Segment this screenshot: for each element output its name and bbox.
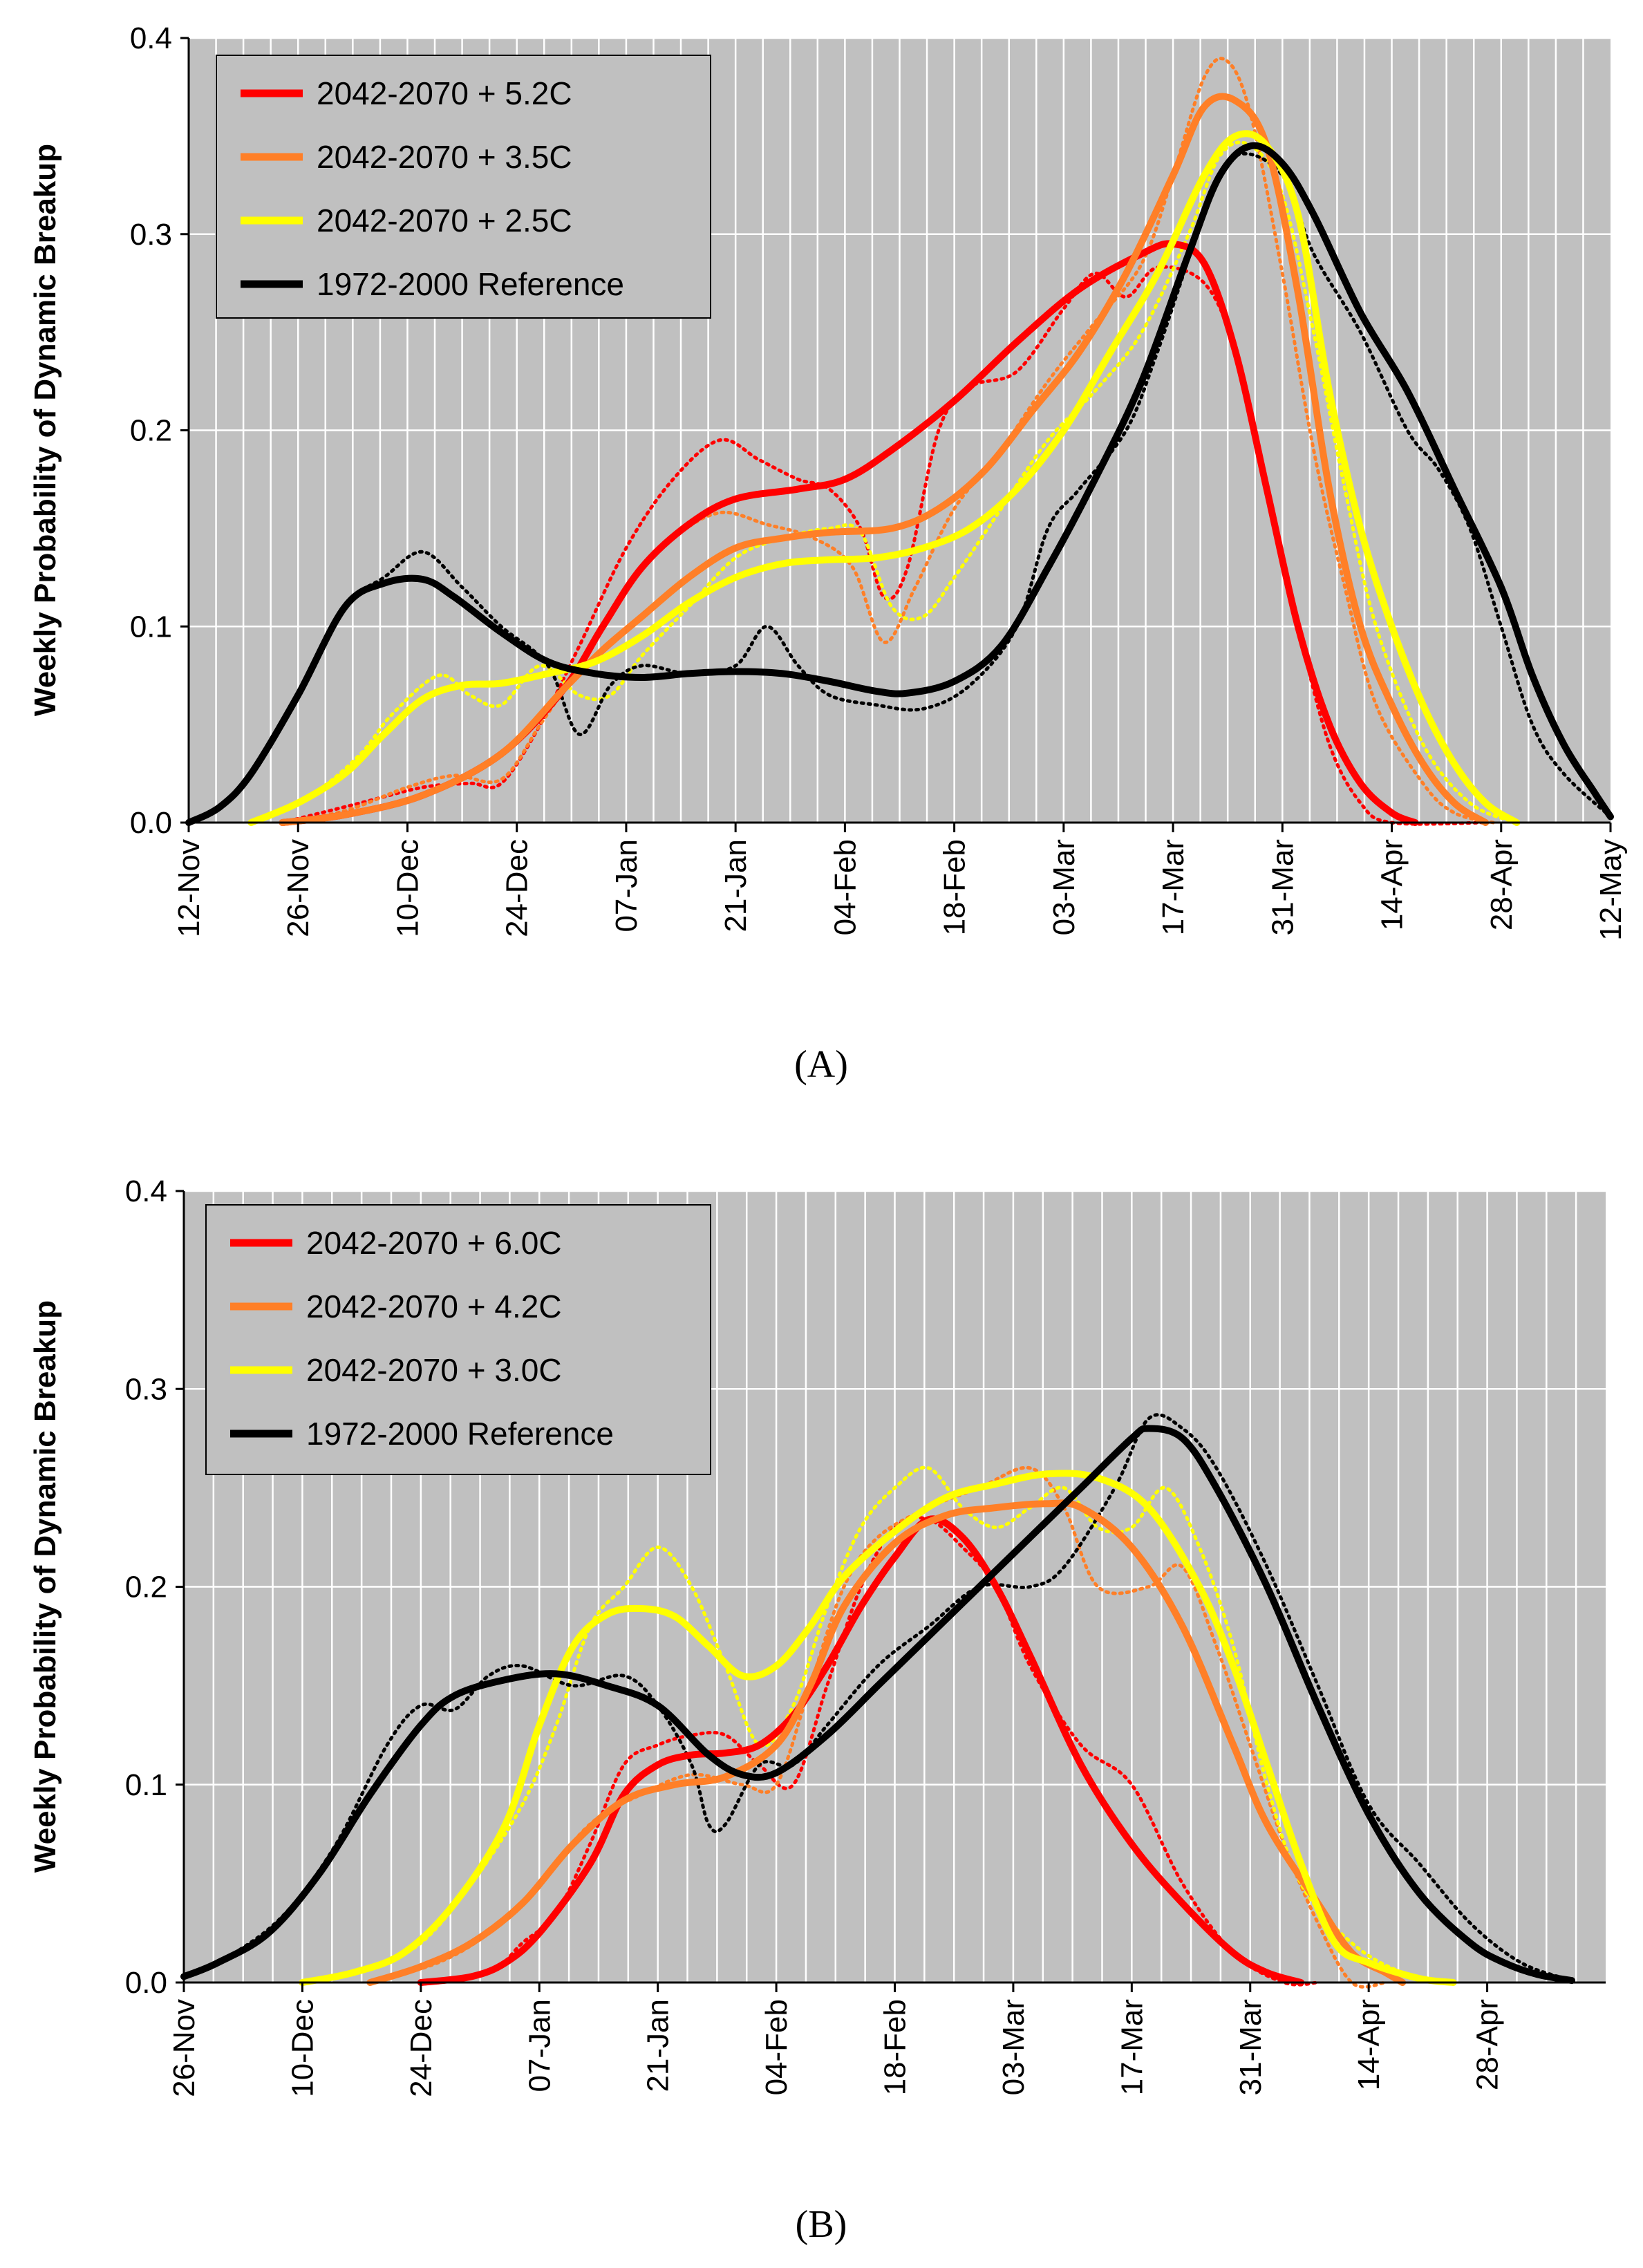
x-tick-label: 04-Feb — [760, 1999, 794, 2095]
y-axis-label: Weekly Probability of Dynamic Breakup — [28, 144, 62, 716]
y-tick-label: 0.0 — [130, 806, 172, 840]
x-tick-label: 12-May — [1594, 839, 1628, 941]
x-tick-label: 03-Mar — [1047, 839, 1081, 935]
y-axis-label: Weekly Probability of Dynamic Breakup — [28, 1300, 62, 1873]
y-tick-label: 0.1 — [125, 1768, 167, 1802]
legend-label: 1972-2000 Reference — [317, 266, 624, 302]
legend-items: 2042-2070 + 6.0C 2042-2070 + 4.2C 2042-207… — [230, 1225, 614, 1452]
x-tick-label: 26-Nov — [167, 1999, 201, 2097]
panel-caption-b: (B) — [796, 2203, 847, 2246]
legend: 2042-2070 + 6.0C 2042-2070 + 4.2C 2042-207… — [205, 1204, 711, 1475]
series-3-smooth-line — [180, 1425, 1575, 1985]
y-tick-label: 0.2 — [130, 414, 172, 448]
legend-box — [216, 55, 711, 319]
legend: 2042-2070 + 5.2C 2042-2070 + 3.5C 2042-207… — [216, 55, 711, 319]
x-tick-label: 04-Feb — [828, 839, 862, 935]
x-tick-label: 31-Mar — [1266, 839, 1299, 935]
x-tick-label: 10-Dec — [391, 839, 425, 937]
legend-label: 2042-2070 + 3.0C — [306, 1352, 562, 1388]
y-tick-label: 0.2 — [125, 1571, 167, 1604]
x-tick-label: 03-Mar — [997, 1999, 1031, 2095]
legend-label: 2042-2070 + 4.2C — [306, 1288, 562, 1324]
x-tick-label: 21-Jan — [719, 839, 753, 932]
x-tick-label: 18-Feb — [879, 1999, 912, 2095]
series-0-smooth-line — [417, 1515, 1305, 1986]
x-tick-label: 12-Nov — [172, 839, 206, 937]
legend-label: 2042-2070 + 5.2C — [317, 75, 572, 111]
series-3-dotted-line — [182, 1413, 1574, 1983]
x-tick-label: 18-Feb — [938, 839, 972, 935]
y-tick-label: 0.3 — [125, 1372, 167, 1406]
y-tick-labels: 0.0 0.1 0.2 0.3 0.4 — [125, 1174, 184, 2000]
x-tick-label: 10-Dec — [285, 1999, 319, 2097]
x-tick-label: 28-Apr — [1471, 1999, 1505, 2090]
x-tick-label: 24-Dec — [500, 839, 534, 937]
x-tick-label: 07-Jan — [610, 839, 644, 932]
chart-panel-a: 0.0 0.1 0.2 0.3 0.4 12-Nov 26-Nov 10-Dec 24-Dec… — [28, 21, 1628, 1086]
series-0-dotted-line — [419, 1515, 1320, 1987]
y-tick-label: 0.0 — [125, 1966, 167, 2000]
x-tick-label: 14-Apr — [1352, 1999, 1386, 2090]
chart-panel-b: 0.0 0.1 0.2 0.3 0.4 26-Nov 10-Dec 24-Dec 07-Jan… — [28, 1174, 1606, 2246]
x-tick-label: 24-Dec — [404, 1999, 438, 2097]
series-lines — [185, 57, 1614, 826]
series-3-dotted-line — [187, 151, 1613, 825]
x-tick-label: 26-Nov — [281, 839, 315, 937]
y-tick-label: 0.4 — [125, 1174, 167, 1208]
x-tick-label: 17-Mar — [1156, 839, 1190, 935]
legend-label: 1972-2000 Reference — [306, 1416, 614, 1452]
legend-items: 2042-2070 + 5.2C 2042-2070 + 3.5C 2042-207… — [241, 75, 624, 302]
y-tick-labels: 0.0 0.1 0.2 0.3 0.4 — [130, 21, 189, 840]
series-2-smooth-line — [247, 130, 1521, 826]
y-tick-label: 0.1 — [130, 610, 172, 644]
x-tick-label: 31-Mar — [1234, 1999, 1268, 2095]
legend-label: 2042-2070 + 6.0C — [306, 1225, 562, 1261]
series-lines — [180, 1413, 1575, 1989]
x-tick-labels: 26-Nov 10-Dec 24-Dec 07-Jan 21-Jan 04-Feb 18-F… — [167, 1983, 1505, 2097]
x-tick-label: 28-Apr — [1485, 839, 1519, 930]
legend-box — [205, 1204, 711, 1475]
x-tick-label: 14-Apr — [1376, 839, 1409, 930]
panel-caption-a: (A) — [794, 1043, 848, 1086]
x-tick-label: 17-Mar — [1115, 1999, 1149, 2095]
series-1-smooth-line — [366, 1499, 1407, 1986]
series-3-smooth-line — [185, 142, 1614, 826]
y-tick-label: 0.4 — [130, 21, 172, 55]
x-tick-label: 07-Jan — [523, 1999, 556, 2092]
series-2-dotted-line — [249, 140, 1519, 825]
legend-label: 2042-2070 + 2.5C — [317, 203, 572, 238]
series-2-smooth-line — [299, 1470, 1457, 1986]
x-tick-labels: 12-Nov 26-Nov 10-Dec 24-Dec 07-Jan 21-Jan 04-F… — [172, 823, 1628, 941]
y-tick-label: 0.3 — [130, 218, 172, 252]
legend-label: 2042-2070 + 3.5C — [317, 139, 572, 175]
x-tick-label: 21-Jan — [641, 1999, 675, 2092]
